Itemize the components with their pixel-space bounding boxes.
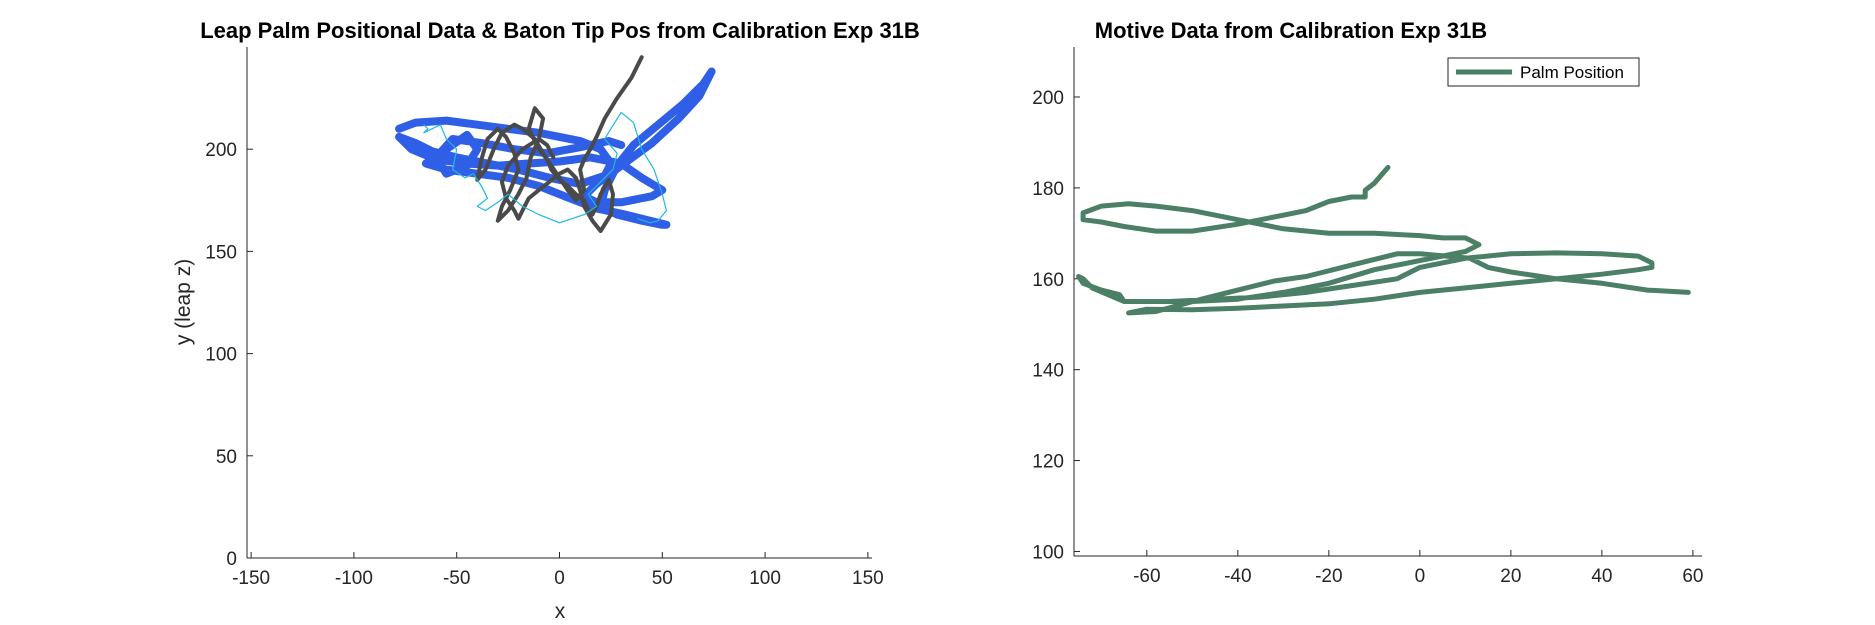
y-tick-label: 200: [205, 140, 237, 161]
y-tick-label: 50: [216, 447, 237, 468]
legend: Palm Position: [1447, 57, 1640, 87]
motive-data-chart: Motive Data from Calibration Exp 31B -60…: [1032, 18, 1703, 587]
x-tick-label: 0: [1415, 566, 1426, 587]
y-tick-label: 120: [1032, 452, 1064, 473]
legend-label-palm-position: Palm Position: [1520, 63, 1624, 82]
x-tick-label: -20: [1315, 566, 1342, 587]
x-tick-label: 50: [652, 568, 673, 589]
series-left: [395, 55, 716, 233]
ticks-left: -150 -100 -50 0 50 100 150 0 50 100 150 200: [205, 140, 883, 589]
x-tick-label: 40: [1591, 566, 1612, 587]
x-tick-label: 0: [554, 568, 565, 589]
x-tick-label: 150: [852, 568, 884, 589]
x-axis-label-left: x: [555, 600, 566, 623]
series-line-1-0: [1076, 164, 1691, 316]
x-tick-label: 60: [1682, 566, 1703, 587]
y-tick-label: 0: [226, 549, 237, 570]
y-axis-label-left: y (leap z): [172, 259, 195, 345]
x-tick-label: 100: [749, 568, 781, 589]
y-tick-label: 100: [1032, 542, 1064, 563]
y-tick-label: 100: [205, 345, 237, 366]
leap-palm-chart: Leap Palm Positional Data & Baton Tip Po…: [172, 18, 920, 623]
x-tick-label: -150: [232, 568, 270, 589]
y-tick-label: 200: [1032, 88, 1064, 109]
x-tick-label: 20: [1500, 566, 1521, 587]
x-tick-label: -40: [1224, 566, 1251, 587]
series-line-0-2: [423, 111, 668, 224]
chart-title-left: Leap Palm Positional Data & Baton Tip Po…: [200, 18, 920, 43]
y-tick-label: 160: [1032, 270, 1064, 291]
chart-title-right: Motive Data from Calibration Exp 31B: [1095, 18, 1487, 43]
y-tick-label: 140: [1032, 361, 1064, 382]
series-right: [1076, 164, 1691, 316]
x-tick-label: -60: [1133, 566, 1160, 587]
x-tick-label: -50: [443, 568, 470, 589]
y-tick-label: 150: [205, 242, 237, 263]
x-tick-label: -100: [335, 568, 373, 589]
series-line-0-1: [475, 55, 644, 233]
y-tick-label: 180: [1032, 179, 1064, 200]
ticks-right: -60 -40 -20 0 20 40 60 100 120 140 160 180 200: [1032, 88, 1703, 587]
